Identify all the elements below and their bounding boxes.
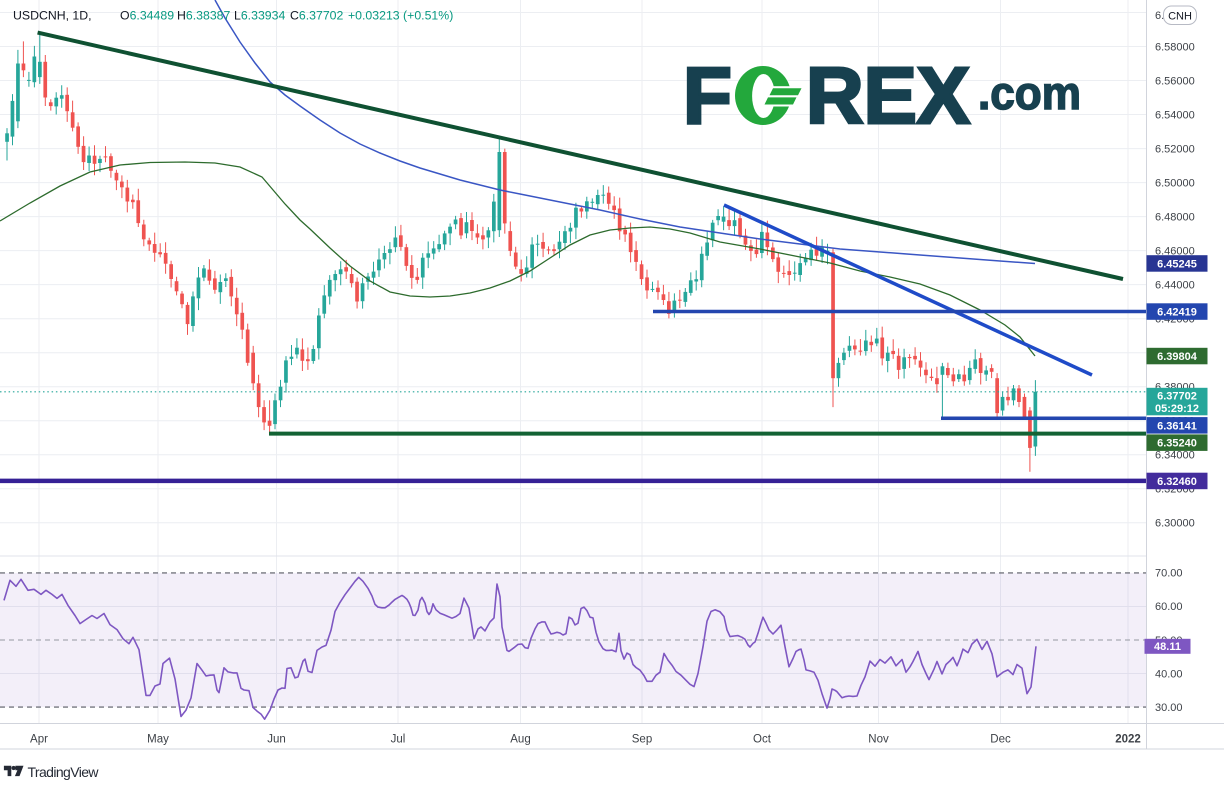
svg-text:2022: 2022 <box>1115 734 1141 746</box>
svg-text:6.35240: 6.35240 <box>1157 438 1197 450</box>
svg-text:6.36141: 6.36141 <box>1157 420 1197 432</box>
svg-text:Jul: Jul <box>391 734 406 746</box>
svg-text:48.11: 48.11 <box>1154 641 1181 653</box>
svg-text:60.00: 60.00 <box>1155 601 1183 613</box>
svg-text:Apr: Apr <box>30 734 48 746</box>
svg-text:6.50000: 6.50000 <box>1155 177 1195 189</box>
svg-text:6.44000: 6.44000 <box>1155 279 1195 291</box>
svg-text:6.56000: 6.56000 <box>1155 75 1195 87</box>
svg-text:70.00: 70.00 <box>1155 568 1183 580</box>
svg-text:May: May <box>147 734 169 746</box>
svg-text:6.45245: 6.45245 <box>1157 258 1197 270</box>
svg-text:Jun: Jun <box>267 734 286 746</box>
svg-text:6.30000: 6.30000 <box>1155 518 1195 530</box>
svg-text:05:29:12: 05:29:12 <box>1155 403 1199 415</box>
svg-text:6.32460: 6.32460 <box>1157 476 1197 488</box>
svg-text:6.48000: 6.48000 <box>1155 211 1195 223</box>
svg-text:6.52000: 6.52000 <box>1155 143 1195 155</box>
svg-text:Dec: Dec <box>990 734 1011 746</box>
svg-text:6.46000: 6.46000 <box>1155 245 1195 257</box>
svg-text:6.54000: 6.54000 <box>1155 109 1195 121</box>
svg-text:6.58000: 6.58000 <box>1155 41 1195 53</box>
svg-text:Oct: Oct <box>753 734 772 746</box>
svg-text:40.00: 40.00 <box>1155 668 1183 680</box>
svg-text:Sep: Sep <box>632 734 652 746</box>
svg-text:USDCNH, 1D, O6.34489 H6.38387: USDCNH, 1D, O6.34489 H6.38387 L6.33934 C… <box>13 9 453 23</box>
svg-text:.com: .com <box>978 67 1081 119</box>
svg-text:TradingView: TradingView <box>28 764 100 780</box>
svg-text:Aug: Aug <box>510 734 530 746</box>
svg-text:6.34000: 6.34000 <box>1155 450 1195 462</box>
svg-text:CNH: CNH <box>1168 10 1192 22</box>
svg-text:Nov: Nov <box>868 734 889 746</box>
svg-text:6.39804: 6.39804 <box>1157 351 1198 363</box>
svg-text:6.42419: 6.42419 <box>1157 306 1197 318</box>
svg-text:30.00: 30.00 <box>1155 702 1183 714</box>
svg-text:6.37702: 6.37702 <box>1157 390 1197 402</box>
svg-text:F: F <box>683 51 732 140</box>
svg-text:REX: REX <box>806 51 970 140</box>
